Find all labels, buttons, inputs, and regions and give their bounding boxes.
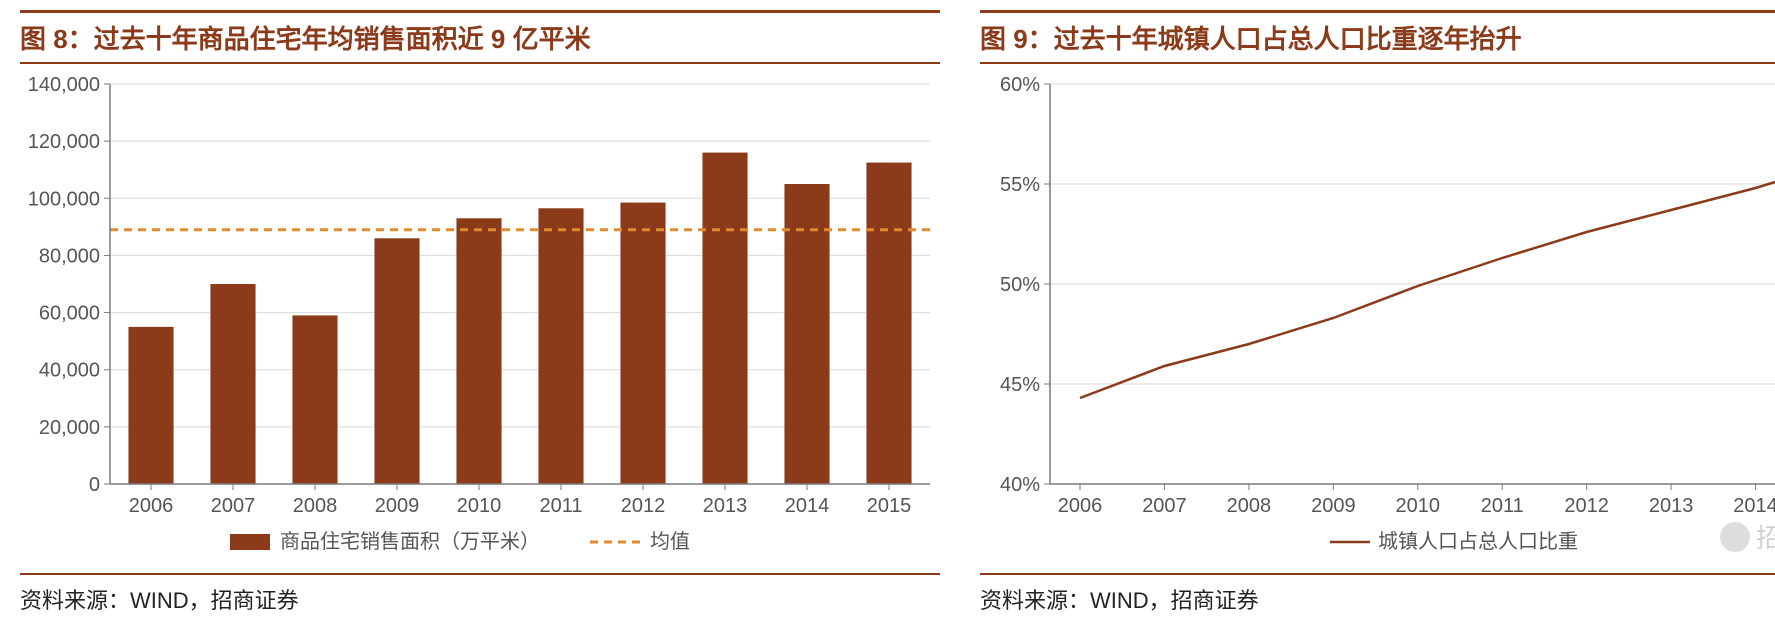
line-chart-svg: 40% 45% 50% 55% 60% 2006 2007 2008 2009 2010 2011 2… [980,74,1775,564]
svg-text:80,000: 80,000 [39,245,100,267]
svg-text:2013: 2013 [1649,495,1694,517]
svg-text:2010: 2010 [457,495,502,517]
svg-text:60%: 60% [1000,74,1040,96]
svg-text:2014: 2014 [1733,495,1775,517]
svg-text:2007: 2007 [211,495,256,517]
svg-text:40,000: 40,000 [39,360,100,382]
left-chart-title: 图 8：过去十年商品住宅年均销售面积近 9 亿平米 [20,10,940,64]
svg-text:2008: 2008 [293,495,338,517]
svg-text:2014: 2014 [785,495,830,517]
svg-text:45%: 45% [1000,374,1040,396]
svg-text:2011: 2011 [1481,495,1524,517]
svg-text:2015: 2015 [867,495,912,517]
svg-text:50%: 50% [1000,274,1040,296]
right-chart-title: 图 9：过去十年城镇人口占总人口比重逐年抬升 [980,10,1775,64]
svg-text:100,000: 100,000 [28,188,100,210]
right-chart-area: 40% 45% 50% 55% 60% 2006 2007 2008 2009 2010 2011 2… [980,74,1775,569]
svg-text:2011: 2011 [539,495,582,517]
svg-text:均值: 均值 [650,530,690,553]
svg-text:0: 0 [89,474,100,496]
bar-chart-svg: 0 20,000 40,000 60,000 80,000 100,000 120,000 1… [20,74,940,564]
svg-text:2007: 2007 [1142,495,1187,517]
svg-text:140,000: 140,000 [28,74,100,96]
svg-text:120,000: 120,000 [28,131,100,153]
svg-text:20,000: 20,000 [39,417,100,439]
right-source: 资料来源：WIND，招商证券 [980,575,1775,615]
svg-text:2008: 2008 [1227,495,1272,517]
svg-text:城镇人口占总人口比重: 城镇人口占总人口比重 [1378,530,1578,553]
svg-text:60,000: 60,000 [39,303,100,325]
svg-text:2013: 2013 [703,495,748,517]
svg-text:2006: 2006 [1058,495,1103,517]
svg-text:2009: 2009 [375,495,420,517]
svg-text:2012: 2012 [621,495,666,517]
svg-text:55%: 55% [1000,174,1040,196]
svg-text:2006: 2006 [129,495,174,517]
svg-text:40%: 40% [1000,474,1040,496]
right-panel: 图 9：过去十年城镇人口占总人口比重逐年抬升 40% 45% 50% 55% 60% 20… [980,10,1775,610]
svg-text:2009: 2009 [1311,495,1356,517]
left-panel: 图 8：过去十年商品住宅年均销售面积近 9 亿平米 0 20,000 40,000 6… [20,10,940,610]
left-chart-area: 0 20,000 40,000 60,000 80,000 100,000 120,000 1… [20,74,940,569]
svg-text:2010: 2010 [1396,495,1441,517]
left-source: 资料来源：WIND，招商证券 [20,575,940,615]
svg-text:商品住宅销售面积（万平米）: 商品住宅销售面积（万平米） [280,530,540,553]
svg-text:2012: 2012 [1564,495,1609,517]
